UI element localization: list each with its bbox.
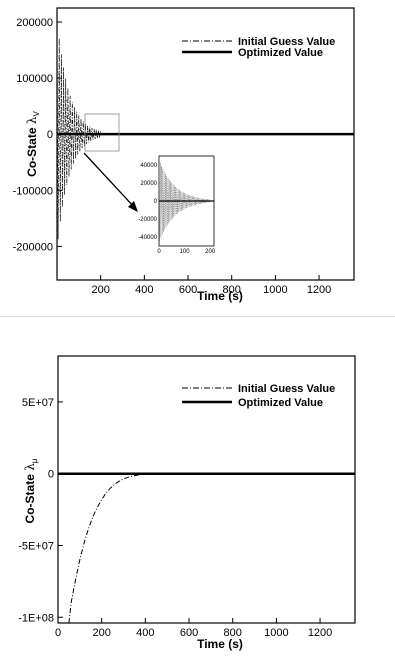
zoom-arrow: [83, 152, 136, 209]
inset-plot: 0 100 200 40000 20000 0 -20000 -40000: [138, 155, 216, 255]
y-axis-title: Co-State λμ: [23, 458, 39, 523]
series-initial-guess-line: [68, 473, 159, 624]
x-tick-label: 600: [179, 284, 197, 296]
x-tick-label: 200: [92, 627, 110, 639]
svg-text:Co-State λμ: Co-State λμ: [23, 458, 39, 523]
x-tick-label: 1000: [263, 284, 287, 296]
zoom-arrowhead: [128, 201, 138, 212]
legend-label-optimized: Optimized Value: [238, 47, 323, 59]
inset-x-tick-label: 0: [157, 249, 161, 255]
inset-x-tick-label: 200: [205, 249, 216, 255]
y-tick-label: 5E+07: [22, 397, 54, 409]
x-axis-title: Time (s): [197, 289, 243, 303]
x-tick-label: 400: [135, 284, 153, 296]
legend-label-optimized: Optimized Value: [238, 397, 323, 409]
y-axis-title-symbol: λ: [25, 116, 39, 124]
y-tick-label: -5E+07: [18, 540, 54, 552]
y-axis-title-subscript: V: [32, 111, 41, 117]
plot-frame: [57, 355, 356, 624]
y-tick-label: 0: [47, 129, 53, 141]
y-tick-label: -1E+08: [18, 612, 54, 624]
inset-y-tick-label: -20000: [138, 217, 157, 223]
y-tick-label: -100000: [13, 185, 53, 197]
x-tick-label: 0: [55, 627, 61, 639]
x-tick-label: 1200: [308, 627, 332, 639]
costate-lambda-v-chart: 200 400 600 800 1000 12002000001000000-100000…: [13, 7, 355, 303]
y-tick-label: 0: [48, 469, 54, 481]
legend: Initial Guess Value Optimized Value: [182, 383, 335, 409]
legend: Initial Guess Value Optimized Value: [182, 36, 335, 59]
x-axis-title: Time (s): [197, 637, 243, 651]
y-tick-label: 100000: [16, 73, 53, 85]
inset-initial-guess-line: [158, 159, 211, 241]
plot-frame: [56, 7, 355, 281]
y-tick-label: 200000: [16, 17, 53, 29]
inset-y-tick-label: 0: [154, 199, 158, 205]
x-tick-label: 800: [224, 627, 242, 639]
inset-x-tick-label: 100: [180, 249, 191, 255]
x-tick-label: 1000: [264, 627, 288, 639]
y-axis-title: Co-State λV: [25, 111, 41, 177]
legend-label-initial-guess: Initial Guess Value: [238, 383, 335, 395]
y-axis-title-symbol: λ: [23, 463, 37, 471]
series-initial-guess-line: [56, 19, 102, 240]
x-tick-label: 200: [91, 284, 109, 296]
x-tick-label: 600: [180, 627, 198, 639]
x-tick-label: 800: [223, 284, 241, 296]
y-axis-title-prefix: Co-State: [25, 124, 39, 177]
x-tick-label: 400: [136, 627, 154, 639]
x-tick-label: 1200: [307, 284, 331, 296]
inset-y-tick-label: 40000: [140, 163, 157, 169]
legend-label-initial-guess: Initial Guess Value: [238, 36, 335, 48]
inset-y-tick-label: -40000: [138, 235, 157, 241]
inset-y-tick-label: 20000: [140, 181, 157, 187]
y-tick-label: -200000: [13, 241, 53, 253]
svg-text:Co-State λV: Co-State λV: [25, 111, 41, 177]
zoom-region-box: [84, 113, 120, 152]
panel-separator: [0, 316, 395, 317]
y-axis-title-subscript: μ: [30, 458, 39, 463]
costate-lambda-mu-chart: 0 200 400 600 800 1000 12005E+070-5E+07-1E+08 …: [18, 355, 356, 651]
y-axis-title-prefix: Co-State: [23, 471, 37, 524]
